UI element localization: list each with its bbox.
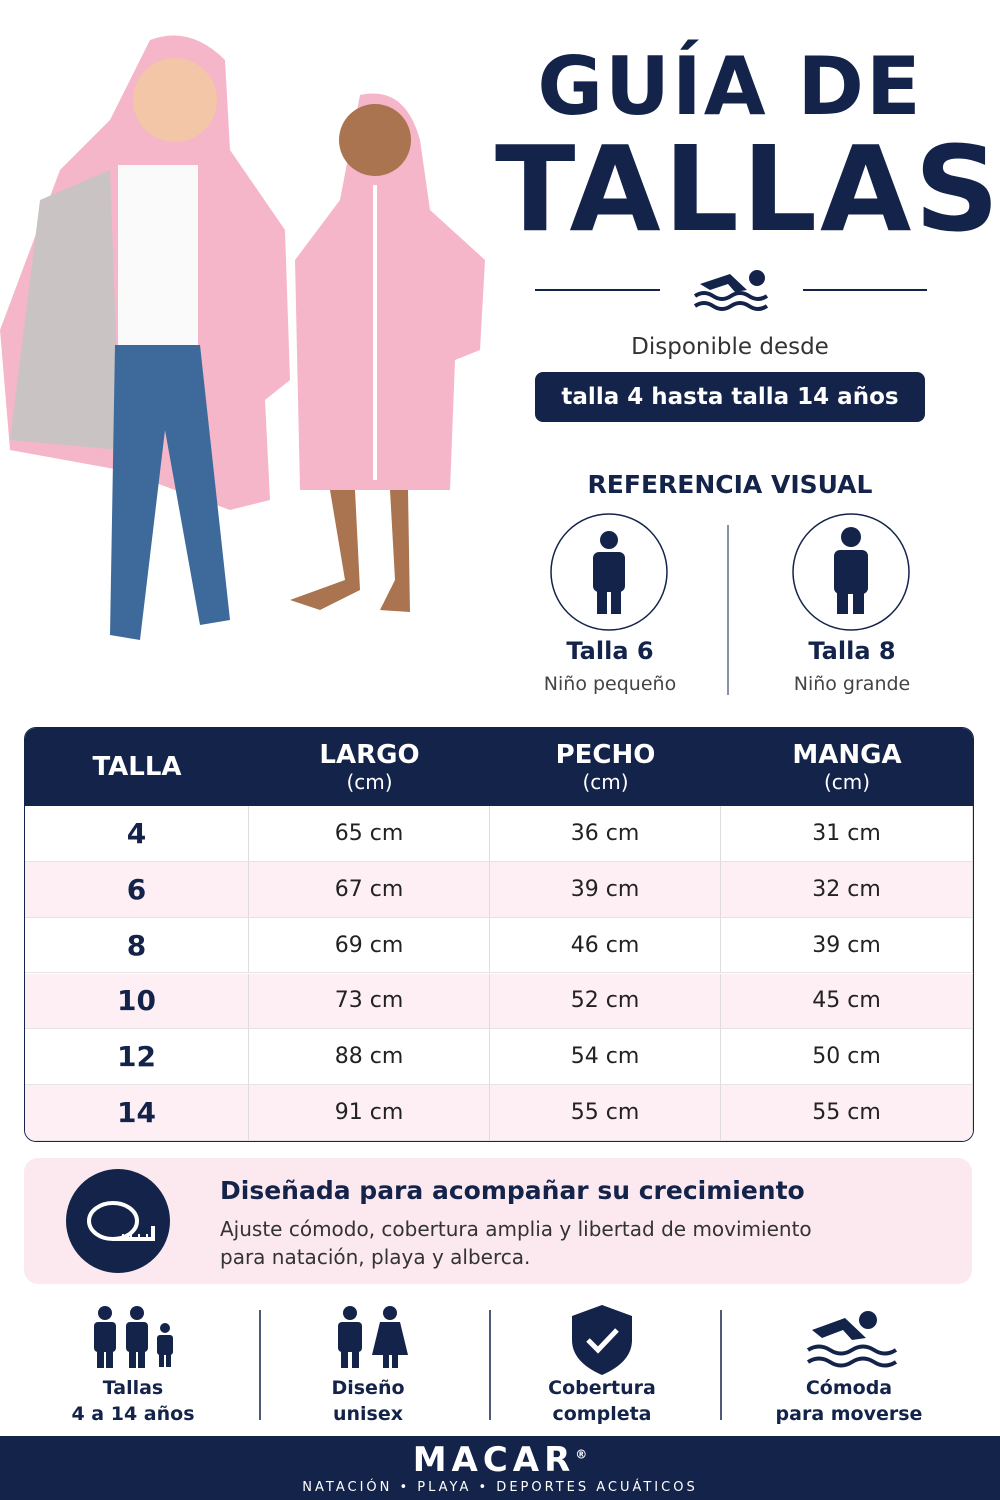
feature: Cómoda para moverse — [734, 1375, 964, 1427]
tagline: NATACIÓN • PLAYA • DEPORTES ACUÁTICOS — [302, 1480, 698, 1495]
available-range: talla 4 hasta talla 14 años — [535, 372, 925, 422]
measure-cell: 36 cm — [490, 806, 721, 862]
banner-text: Ajuste cómodo, cobertura amplia y libert… — [220, 1217, 812, 1241]
product-photo — [0, 35, 485, 640]
table-header: TALLA — [25, 728, 250, 806]
measure-cell: 65 cm — [249, 806, 490, 862]
measure-cell: 55 cm — [490, 1085, 721, 1141]
column-name: TALLA — [92, 752, 182, 782]
column-name: PECHO — [555, 740, 656, 770]
feature-line2: para moverse — [775, 1403, 923, 1425]
measure-cell: 39 cm — [490, 861, 721, 918]
feature: Diseño unisex — [253, 1375, 483, 1427]
measure-cell: 45 cm — [721, 973, 973, 1030]
banner-title: Diseñada para acompañar su crecimiento — [220, 1176, 805, 1205]
title-line1: GUÍA DE — [537, 40, 923, 133]
measure-cell: 32 cm — [721, 861, 973, 918]
swim-divider — [535, 270, 927, 311]
banner-text: para natación, playa y alberca. — [220, 1245, 531, 1269]
available-label: Disponible desde — [631, 334, 829, 360]
reference-label: Niño pequeño — [543, 673, 677, 695]
column-unit: (cm) — [823, 770, 871, 794]
feature-line1: Cobertura — [548, 1377, 656, 1399]
feature-line2: completa — [552, 1403, 652, 1425]
column-name: LARGO — [319, 740, 420, 770]
measure-cell: 55 cm — [721, 1085, 973, 1141]
title-line2: TALLAS — [495, 120, 1000, 258]
feature-line1: Cómoda — [805, 1377, 893, 1399]
size-cell: 6 — [25, 861, 249, 918]
reference-title: REFERENCIA VISUAL — [587, 470, 873, 499]
reference-icons — [550, 513, 910, 695]
column-unit: (cm) — [582, 770, 629, 794]
measure-cell: 31 cm — [721, 806, 973, 862]
measure-cell: 39 cm — [721, 917, 973, 974]
reference-label: Niño grande — [793, 673, 911, 695]
size-cell: 4 — [25, 806, 249, 862]
tape-icon — [66, 1169, 170, 1273]
size-cell: 8 — [25, 917, 249, 974]
measure-cell: 50 cm — [721, 1029, 973, 1086]
measure-cell: 73 cm — [249, 973, 490, 1030]
size-cell: 14 — [25, 1085, 249, 1141]
measure-cell: 54 cm — [490, 1029, 721, 1086]
column-unit: (cm) — [346, 770, 393, 794]
measure-cell: 69 cm — [249, 917, 490, 974]
table-header: MANGA (cm) — [721, 728, 973, 806]
table-header: LARGO (cm) — [249, 728, 491, 806]
size-cell: 10 — [25, 973, 249, 1030]
brand-name: MACAR — [412, 1440, 576, 1480]
size-table: TALLA LARGO (cm) PECHO (cm) MANGA (cm) 4 65 cm 36… — [24, 727, 974, 1142]
feature-icons — [94, 1305, 898, 1420]
footer — [0, 1436, 1000, 1500]
table-header: PECHO (cm) — [490, 728, 722, 806]
reference-size: Talla 6 — [566, 637, 654, 665]
measure-cell: 67 cm — [249, 861, 490, 918]
feature: Cobertura completa — [487, 1375, 717, 1427]
registered-mark: ® — [575, 1447, 588, 1462]
measure-cell: 88 cm — [249, 1029, 490, 1086]
column-name: MANGA — [792, 740, 902, 770]
reference-size: Talla 8 — [808, 637, 896, 665]
measure-cell: 91 cm — [249, 1085, 490, 1141]
feature-line1: Tallas — [102, 1377, 164, 1399]
size-cell: 12 — [25, 1029, 249, 1086]
feature-line2: unisex — [332, 1403, 404, 1425]
feature-line1: Diseño — [331, 1377, 405, 1399]
brand: MACAR® — [0, 1440, 1000, 1480]
measure-cell: 52 cm — [490, 973, 721, 1030]
growth-banner — [24, 1158, 972, 1284]
feature-line2: 4 a 14 años — [71, 1403, 195, 1425]
measure-cell: 46 cm — [490, 917, 721, 974]
feature: Tallas 4 a 14 años — [18, 1375, 248, 1427]
